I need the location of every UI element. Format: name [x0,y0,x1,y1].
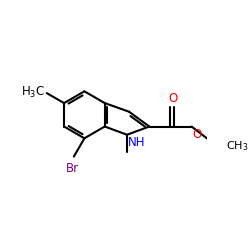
Text: Br: Br [66,162,80,175]
Text: CH$_3$: CH$_3$ [226,140,249,153]
Text: NH: NH [128,136,146,149]
Text: O: O [168,92,177,104]
Text: O: O [192,128,202,140]
Text: H$_3$C: H$_3$C [20,84,45,100]
